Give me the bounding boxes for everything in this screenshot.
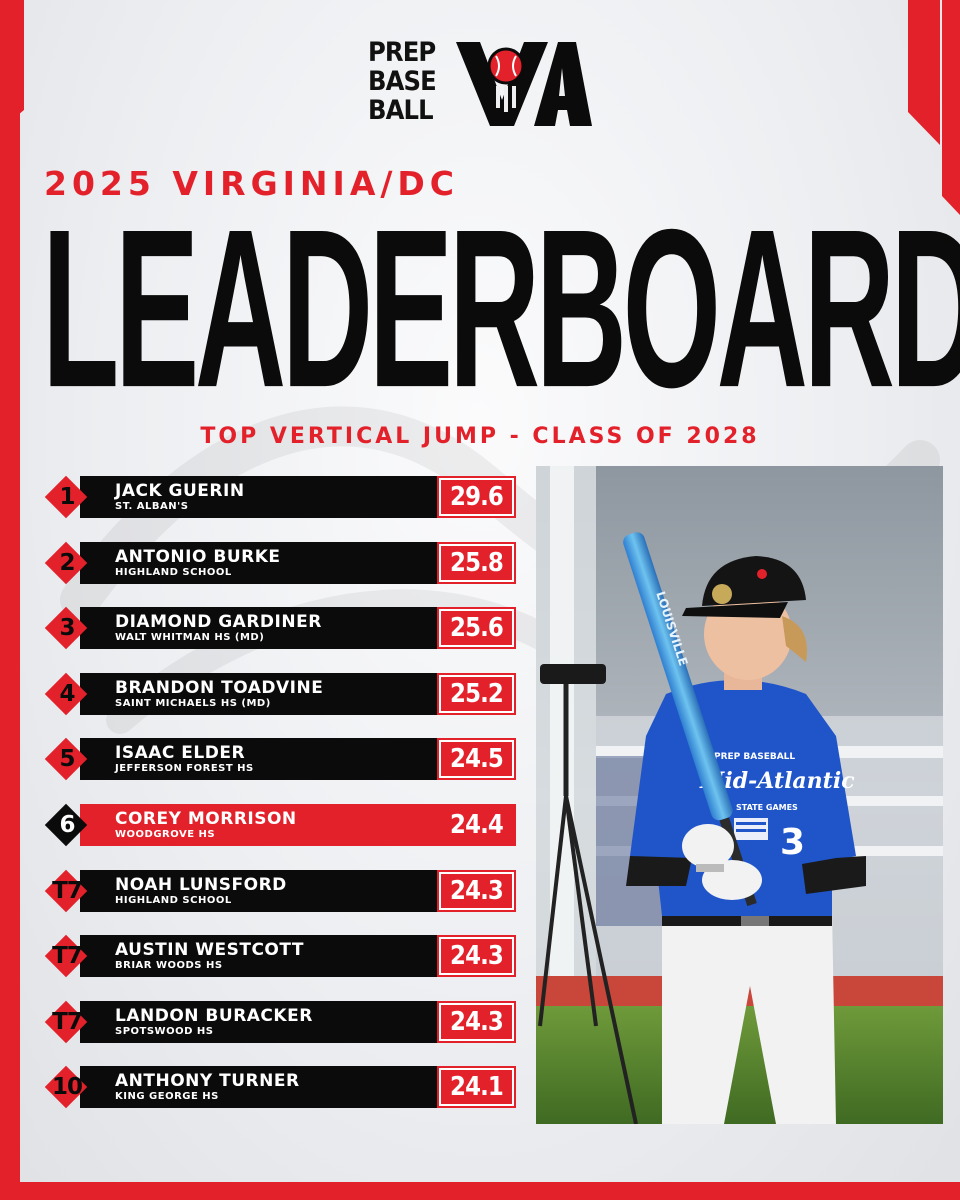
row-bar [80, 869, 474, 912]
player-name: DIAMOND GARDINER [115, 612, 322, 633]
player-photo: PREP BASEBALL Mid-Atlantic STATE GAMES 3… [536, 466, 943, 1124]
jersey-sub-text: STATE GAMES [736, 803, 798, 812]
player-school: HIGHLAND SCHOOL [115, 894, 232, 906]
score-box: 25.8 [437, 541, 516, 584]
score-value: 24.4 [450, 810, 504, 840]
player-school: BRIAR WOODS HS [115, 960, 223, 972]
player-school: ST. ALBAN'S [115, 501, 189, 512]
rank-diamond-icon: 2 [44, 541, 88, 584]
rank-number: T7 [52, 877, 83, 904]
rank-diamond-icon: T7 [44, 934, 88, 978]
score-value: 25.2 [450, 678, 504, 709]
leaderboard-row: 2 ANTONIO BURKE HIGHLAND SCHOOL 25.8 [44, 541, 516, 584]
score-box: 25.6 [437, 607, 516, 650]
player-illustration: PREP BASEBALL Mid-Atlantic STATE GAMES 3… [536, 466, 943, 1124]
player-school: SAINT MICHAELS HS (MD) [115, 697, 271, 709]
rank-number: 5 [59, 746, 75, 773]
score-box: 24.3 [437, 869, 516, 912]
score-box: 24.1 [437, 1066, 516, 1109]
row-bar [80, 935, 474, 978]
leaderboard-row: 1 JACK GUERIN ST. ALBAN'S 29.6 [44, 475, 516, 519]
logo-line-base: BASE [368, 66, 437, 97]
rank-number: 2 [59, 549, 75, 576]
frame-top-right-accent [908, 0, 960, 215]
leaderboard-subtitle: 2025 VIRGINIA/DC [44, 164, 460, 203]
rank-number: 3 [59, 615, 75, 642]
rank-diamond-icon: 4 [44, 672, 88, 716]
score-box: 24.4 [437, 804, 516, 846]
leaderboard-category: TOP VERTICAL JUMP - CLASS OF 2028 [200, 424, 760, 449]
score-value: 24.3 [450, 875, 504, 906]
rank-diamond-icon: T7 [44, 869, 88, 912]
rank-number: 1 [59, 484, 75, 510]
player-school: JEFFERSON FOREST HS [115, 763, 254, 775]
player-name: AUSTIN WESTCOTT [115, 940, 304, 961]
prep-baseball-va-logo: PREP BASE BALL [368, 38, 593, 130]
player-school: WALT WHITMAN HS (MD) [115, 632, 265, 644]
player-name: NOAH LUNSFORD [115, 874, 287, 895]
player-school: SPOTSWOOD HS [115, 1025, 214, 1037]
leaderboard-row: T7 AUSTIN WESTCOTT BRIAR WOODS HS 24.3 [44, 934, 516, 978]
player-name: ISAAC ELDER [115, 743, 246, 764]
frame-left-stripe [0, 0, 20, 1200]
rank-number: T7 [52, 1008, 83, 1035]
rank-number: 10 [51, 1074, 83, 1101]
row-bar [80, 541, 474, 584]
score-value: 24.5 [450, 744, 504, 775]
leaderboard-row-highlighted: 6 COREY MORRISON WOODGROVE HS 24.4 [44, 803, 516, 847]
player-name: LANDON BURACKER [115, 1005, 313, 1026]
player-school: WOODGROVE HS [115, 829, 216, 840]
row-bar [80, 607, 474, 650]
rank-diamond-icon: T7 [44, 1000, 88, 1044]
score-box: 24.3 [437, 935, 516, 978]
logo-wordmark: PREP BASE BALL [368, 38, 442, 125]
player-school: KING GEORGE HS [115, 1091, 219, 1103]
logo-line-ball: BALL [368, 95, 434, 126]
va-logo-mark [456, 42, 592, 126]
frame-top-left-accent [0, 0, 24, 280]
rank-number: T7 [52, 943, 83, 970]
rank-diamond-icon: 10 [44, 1066, 88, 1109]
leaderboard-row: T7 NOAH LUNSFORD HIGHLAND SCHOOL 24.3 [44, 869, 516, 912]
row-bar [80, 476, 474, 518]
row-bar [80, 738, 474, 781]
score-box: 24.5 [437, 738, 516, 781]
leaderboard-row: 5 ISAAC ELDER JEFFERSON FOREST HS 24.5 [44, 738, 516, 781]
player-school: HIGHLAND SCHOOL [115, 566, 232, 578]
jersey-brand-text: PREP BASEBALL [714, 752, 795, 762]
score-box: 24.3 [437, 1000, 516, 1043]
score-value: 25.8 [450, 547, 504, 578]
score-box: 25.2 [437, 672, 516, 715]
player-name: JACK GUERIN [115, 481, 245, 501]
jersey-number-text: 3 [780, 822, 805, 863]
frame-bottom-stripe [0, 1182, 960, 1200]
leaderboard-row: T7 LANDON BURACKER SPOTSWOOD HS 24.3 [44, 1000, 516, 1044]
leaderboard-title: LEADERBOARD [42, 182, 960, 435]
score-value: 25.6 [450, 613, 504, 644]
score-value: 24.3 [450, 1006, 504, 1037]
rank-diamond-icon: 3 [44, 606, 88, 650]
row-bar [80, 672, 474, 715]
score-value: 24.1 [450, 1072, 504, 1103]
score-value: 24.3 [450, 941, 504, 972]
row-bar [80, 1000, 474, 1043]
leaderboard-row: 10 ANTHONY TURNER KING GEORGE HS 24.1 [44, 1066, 516, 1109]
leaderboard-row: 3 DIAMOND GARDINER WALT WHITMAN HS (MD) … [44, 606, 516, 650]
player-name: COREY MORRISON [115, 809, 297, 829]
rank-diamond-icon: 5 [44, 738, 88, 781]
rank-diamond-icon: 6 [44, 803, 88, 847]
player-name: ANTONIO BURKE [115, 546, 281, 567]
logo-line-prep: PREP [368, 37, 436, 68]
row-bar [80, 804, 474, 846]
player-name: ANTHONY TURNER [115, 1071, 300, 1092]
rank-number: 6 [59, 812, 75, 838]
score-box: 29.6 [437, 476, 516, 518]
player-name: BRANDON TOADVINE [115, 677, 324, 698]
rank-number: 4 [59, 680, 75, 707]
row-bar [80, 1066, 474, 1109]
score-value: 29.6 [450, 482, 504, 512]
leaderboard-row: 4 BRANDON TOADVINE SAINT MICHAELS HS (MD… [44, 672, 516, 716]
rank-diamond-icon: 1 [44, 475, 88, 519]
